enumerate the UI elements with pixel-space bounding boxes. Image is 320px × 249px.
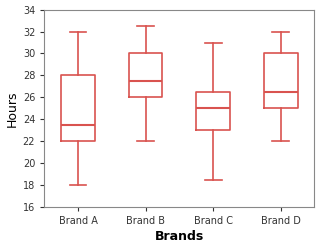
- X-axis label: Brands: Brands: [155, 230, 204, 244]
- Y-axis label: Hours: Hours: [5, 90, 19, 127]
